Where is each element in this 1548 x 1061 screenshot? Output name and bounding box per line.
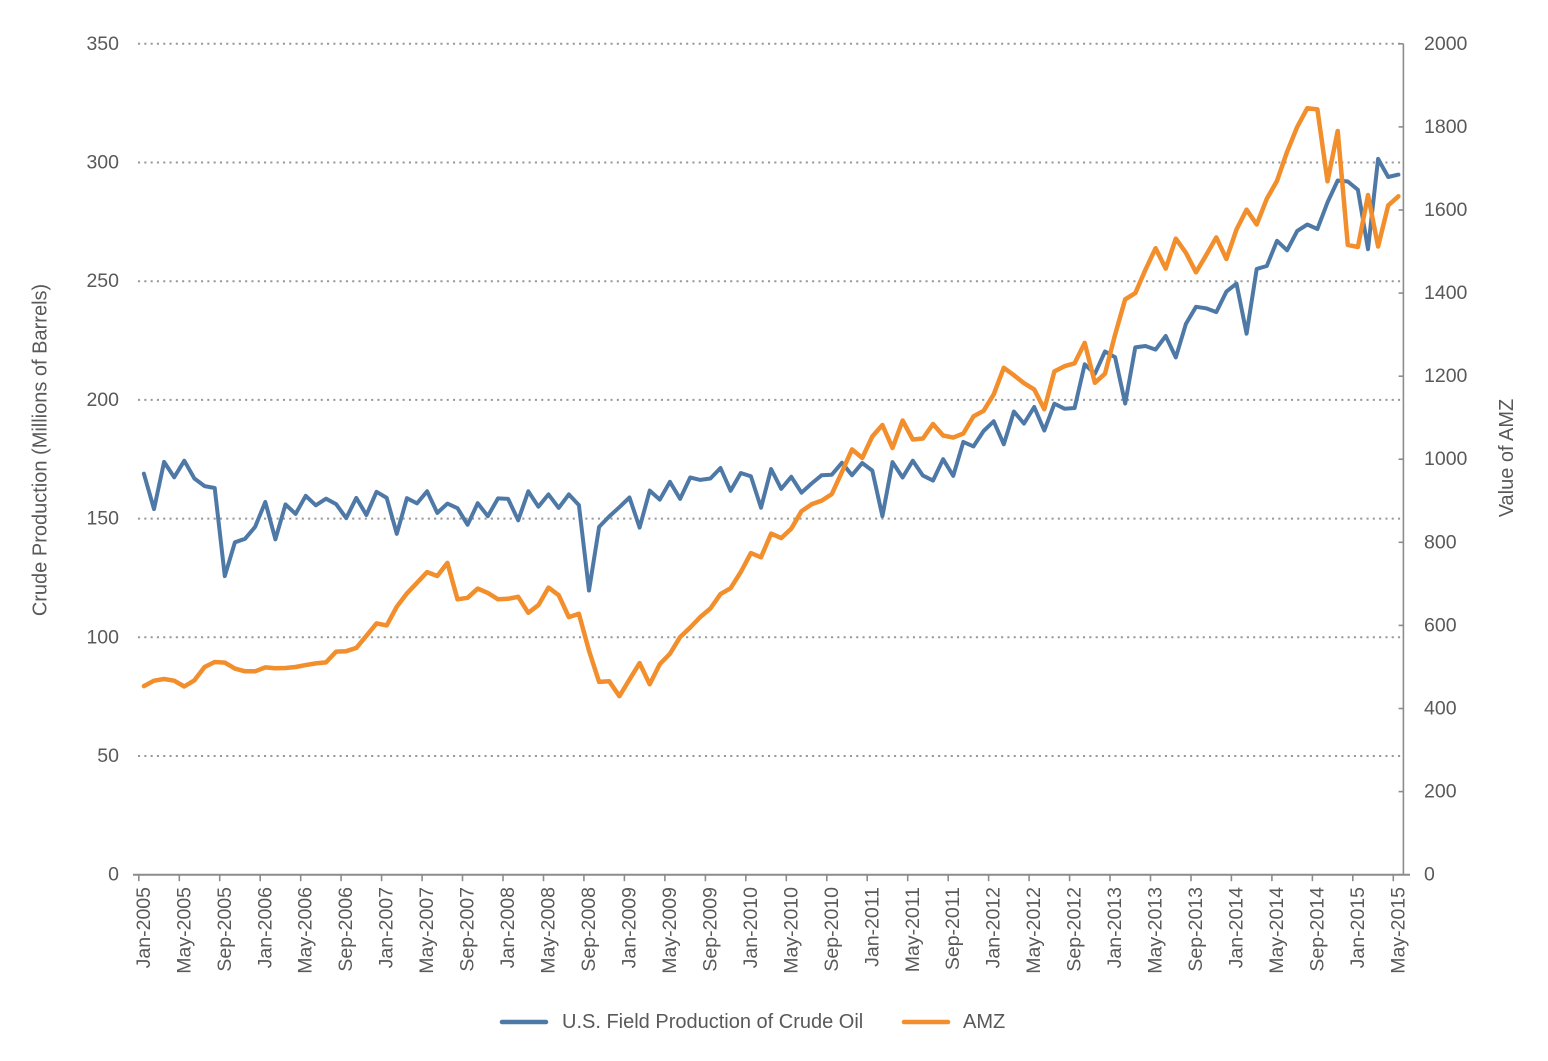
svg-text:800: 800 bbox=[1424, 531, 1457, 553]
svg-text:Jan-2012: Jan-2012 bbox=[983, 887, 1005, 968]
svg-text:1400: 1400 bbox=[1424, 282, 1468, 304]
svg-text:Value of AMZ: Value of AMZ bbox=[1496, 399, 1518, 518]
svg-text:200: 200 bbox=[1424, 781, 1457, 803]
svg-text:300: 300 bbox=[86, 152, 119, 174]
svg-text:May-2012: May-2012 bbox=[1023, 887, 1045, 974]
svg-text:Sep-2009: Sep-2009 bbox=[699, 887, 721, 972]
svg-text:Sep-2014: Sep-2014 bbox=[1306, 887, 1328, 972]
svg-text:Jan-2015: Jan-2015 bbox=[1347, 887, 1369, 968]
svg-text:Sep-2010: Sep-2010 bbox=[821, 887, 843, 972]
svg-text:1800: 1800 bbox=[1424, 116, 1468, 138]
svg-text:May-2015: May-2015 bbox=[1387, 887, 1409, 974]
svg-text:2000: 2000 bbox=[1424, 33, 1468, 55]
svg-text:1000: 1000 bbox=[1424, 448, 1468, 470]
svg-text:Jan-2010: Jan-2010 bbox=[740, 887, 762, 968]
svg-text:May-2010: May-2010 bbox=[780, 887, 802, 974]
svg-text:Jan-2007: Jan-2007 bbox=[376, 887, 398, 968]
svg-text:Sep-2012: Sep-2012 bbox=[1064, 887, 1086, 972]
svg-text:Sep-2005: Sep-2005 bbox=[214, 887, 236, 972]
svg-text:Jan-2006: Jan-2006 bbox=[254, 887, 276, 968]
svg-text:May-2008: May-2008 bbox=[538, 887, 560, 974]
svg-text:1200: 1200 bbox=[1424, 365, 1468, 387]
svg-text:May-2011: May-2011 bbox=[902, 887, 924, 972]
svg-text:150: 150 bbox=[86, 508, 119, 530]
svg-text:1600: 1600 bbox=[1424, 199, 1468, 221]
svg-text:200: 200 bbox=[86, 389, 119, 411]
svg-text:400: 400 bbox=[1424, 698, 1457, 720]
svg-text:May-2005: May-2005 bbox=[173, 887, 195, 974]
svg-text:Jan-2013: Jan-2013 bbox=[1104, 887, 1126, 968]
svg-text:Jan-2009: Jan-2009 bbox=[619, 887, 641, 968]
svg-text:Sep-2007: Sep-2007 bbox=[457, 887, 479, 972]
svg-text:Jan-2011: Jan-2011 bbox=[861, 887, 883, 967]
svg-text:600: 600 bbox=[1424, 614, 1457, 636]
svg-text:Sep-2008: Sep-2008 bbox=[578, 887, 600, 972]
svg-text:May-2009: May-2009 bbox=[659, 887, 681, 974]
svg-text:May-2006: May-2006 bbox=[295, 887, 317, 974]
svg-text:Sep-2011: Sep-2011 bbox=[942, 887, 964, 970]
svg-text:0: 0 bbox=[108, 864, 119, 886]
svg-text:250: 250 bbox=[86, 270, 119, 292]
svg-text:Jan-2008: Jan-2008 bbox=[497, 887, 519, 968]
svg-text:Jan-2005: Jan-2005 bbox=[133, 887, 155, 968]
svg-text:May-2014: May-2014 bbox=[1266, 887, 1288, 974]
svg-text:Sep-2013: Sep-2013 bbox=[1185, 887, 1207, 972]
svg-text:100: 100 bbox=[86, 626, 119, 648]
svg-text:May-2007: May-2007 bbox=[416, 887, 438, 974]
svg-text:Crude Production (Millions of: Crude Production (Millions of Barrels) bbox=[30, 284, 52, 616]
svg-text:Jan-2014: Jan-2014 bbox=[1226, 887, 1248, 968]
svg-text:Sep-2006: Sep-2006 bbox=[335, 887, 357, 972]
svg-text:50: 50 bbox=[97, 745, 119, 767]
svg-text:350: 350 bbox=[86, 33, 119, 55]
svg-text:May-2013: May-2013 bbox=[1145, 887, 1167, 974]
svg-text:U.S. Field Production of Crude: U.S. Field Production of Crude Oil bbox=[562, 1011, 863, 1033]
svg-text:AMZ: AMZ bbox=[963, 1011, 1005, 1033]
svg-text:0: 0 bbox=[1424, 864, 1435, 886]
